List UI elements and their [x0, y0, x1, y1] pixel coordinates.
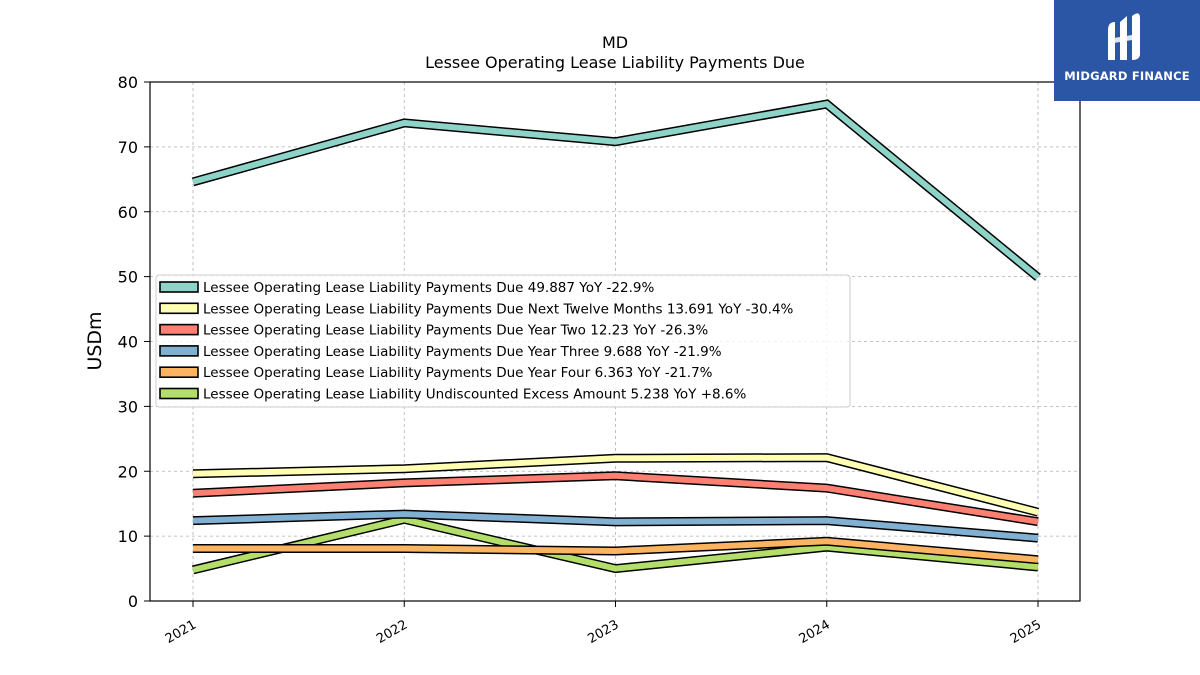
- logo-mark-icon: [1108, 13, 1140, 60]
- y-tick-label: 10: [118, 527, 138, 546]
- y-tick-label: 60: [118, 203, 138, 222]
- x-tick-label: 2022: [374, 617, 410, 647]
- y-tick-label: 40: [118, 333, 138, 352]
- series-line-stroke: [192, 511, 1039, 542]
- series-line-stroke: [192, 516, 1039, 573]
- chart-subtitle: Lessee Operating Lease Liability Payment…: [425, 53, 805, 72]
- legend-label: Lessee Operating Lease Liability Undisco…: [203, 387, 747, 403]
- series-layer: [191, 99, 1041, 575]
- legend-label: Lessee Operating Lease Liability Payment…: [203, 280, 654, 296]
- legend-swatch: [159, 281, 199, 293]
- x-tick-label: 2024: [797, 617, 833, 647]
- legend: Lessee Operating Lease Liability Payment…: [155, 274, 851, 408]
- legend-label: Lessee Operating Lease Liability Payment…: [203, 301, 794, 317]
- y-tick-label: 80: [118, 73, 138, 92]
- legend-swatch: [159, 302, 199, 315]
- series-line-2: [192, 453, 1040, 517]
- legend-item: Lessee Operating Lease Liability Payment…: [159, 301, 794, 317]
- logo-wordmark: MIDGARD FINANCE: [1064, 69, 1190, 83]
- x-tick-label: 2025: [1008, 617, 1044, 647]
- y-tick-label: 30: [118, 397, 138, 416]
- legend-item: Lessee Operating Lease Liability Undisco…: [159, 387, 747, 403]
- legend-label: Lessee Operating Lease Liability Payment…: [203, 323, 708, 339]
- y-axis-label: USDm: [84, 311, 106, 370]
- legend-label: Lessee Operating Lease Liability Payment…: [203, 365, 713, 381]
- y-tick-label: 70: [118, 138, 138, 157]
- series-line-stroke: [192, 100, 1040, 280]
- series-line-1: [191, 99, 1041, 281]
- x-tick-label: 2023: [585, 617, 621, 647]
- y-tick-label: 50: [118, 268, 138, 287]
- legend-item: Lessee Operating Lease Liability Payment…: [159, 365, 713, 381]
- legend-swatch: [159, 323, 199, 336]
- series-line-6: [191, 514, 1039, 575]
- legend-item: Lessee Operating Lease Liability Payment…: [159, 344, 722, 360]
- brand-logo: MIDGARD FINANCE: [1054, 0, 1200, 101]
- series-line-3: [192, 471, 1039, 527]
- legend-swatch: [159, 345, 199, 357]
- chart-title: MD: [602, 33, 628, 52]
- legend-swatch: [159, 366, 199, 379]
- y-tick-label: 20: [118, 462, 138, 481]
- legend-label: Lessee Operating Lease Liability Payment…: [203, 344, 722, 360]
- x-axis: 2021 2022 2023 2024 2025: [163, 601, 1044, 647]
- y-tick-label: 0: [128, 592, 138, 611]
- series-line-stroke: [193, 538, 1039, 563]
- legend-swatch: [159, 387, 199, 400]
- series-line-4: [192, 509, 1039, 543]
- y-axis: 0 10 20 30 40 50 60 70 80: [118, 73, 150, 611]
- x-tick-label: 2021: [163, 617, 199, 647]
- legend-item: Lessee Operating Lease Liability Payment…: [159, 280, 654, 296]
- series-line-stroke: [192, 472, 1039, 525]
- series-line-stroke: [192, 454, 1039, 516]
- legend-item: Lessee Operating Lease Liability Payment…: [159, 323, 708, 339]
- legend-box: [155, 274, 851, 408]
- series-line-5: [193, 536, 1039, 565]
